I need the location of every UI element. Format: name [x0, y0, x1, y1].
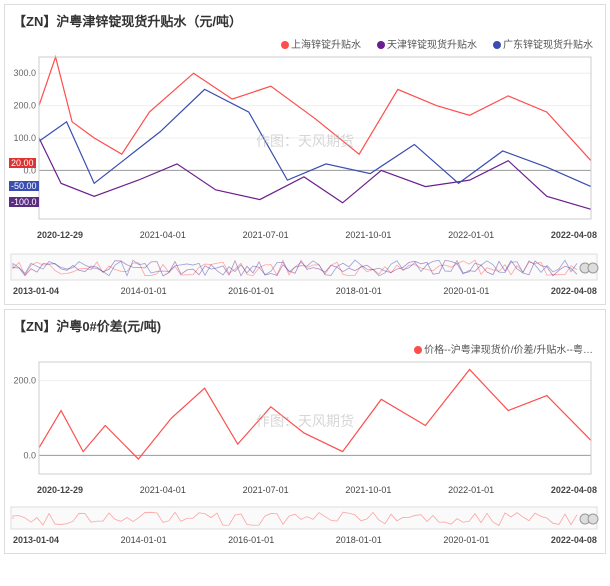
mini-chart [9, 252, 599, 284]
axis-label: 2022-04-08 [551, 485, 597, 495]
last-value-label: -50.00 [9, 181, 39, 191]
axis-label: 2013-01-04 [13, 286, 59, 296]
axis-label: 2022-04-08 [551, 535, 597, 545]
legend-dot [493, 41, 501, 49]
axis-label: 2021-10-01 [345, 230, 391, 240]
legend-item: 上海锌锭升贴水 [273, 40, 361, 51]
x-axis: 2020-12-29 2021-04-01 2021-07-01 2021-10-01… [9, 483, 601, 501]
axis-label: 2021-04-01 [140, 485, 186, 495]
axis-label: 2018-01-01 [336, 535, 382, 545]
mini-x-axis: 2013-01-04 2014-01-01 2016-01-01 2018-01-01… [9, 284, 601, 298]
axis-label: 2014-01-01 [121, 535, 167, 545]
panel-premium: 【ZN】沪粤津锌锭现货升贴水（元/吨） 上海锌锭升贴水天津锌锭现货升贴水广东锌锭… [4, 4, 606, 305]
legend-dot [377, 41, 385, 49]
chart-title: 【ZN】沪粤0#价差(元/吨) [9, 316, 601, 335]
main-chart: 作图：天风期货 0.0100.0200.0300.0 20.00-50.00-1… [9, 53, 601, 228]
last-value-label: -100.0 [9, 197, 39, 207]
axis-label: 2016-01-01 [228, 535, 274, 545]
axis-label: 2020-01-01 [443, 535, 489, 545]
axis-label: 2020-12-29 [37, 485, 83, 495]
last-value-label: 20.00 [9, 158, 36, 168]
svg-text:100.0: 100.0 [13, 133, 36, 143]
axis-label: 2020-12-29 [37, 230, 83, 240]
chart-title: 【ZN】沪粤津锌锭现货升贴水（元/吨） [9, 11, 601, 30]
main-chart: 作图：天风期货 0.0200.0 [9, 358, 601, 483]
svg-text:200.0: 200.0 [13, 376, 36, 386]
svg-text:300.0: 300.0 [13, 68, 36, 78]
legend-item: 广东锌锭现货升贴水 [485, 40, 593, 51]
legend-item: 价格--沪粤津现货价/价差/升贴水--粤… [406, 345, 593, 356]
chart-legend: 上海锌锭升贴水天津锌锭现货升贴水广东锌锭现货升贴水 [9, 36, 601, 51]
axis-label: 2020-01-01 [443, 286, 489, 296]
svg-text:200.0: 200.0 [13, 101, 36, 111]
chart-legend: 价格--沪粤津现货价/价差/升贴水--粤… [9, 341, 601, 356]
legend-item: 天津锌锭现货升贴水 [369, 40, 477, 51]
axis-label: 2018-01-01 [336, 286, 382, 296]
axis-label: 2014-01-01 [121, 286, 167, 296]
axis-label: 2022-04-08 [551, 286, 597, 296]
svg-text:0.0: 0.0 [23, 450, 36, 460]
axis-label: 2021-07-01 [243, 230, 289, 240]
mini-chart [9, 505, 599, 533]
axis-label: 2021-07-01 [243, 485, 289, 495]
mini-x-axis: 2013-01-04 2014-01-01 2016-01-01 2018-01-01… [9, 533, 601, 547]
legend-dot [414, 346, 422, 354]
x-axis: 2020-12-29 2021-04-01 2021-07-01 2021-10-01… [9, 228, 601, 246]
panel-spread: 【ZN】沪粤0#价差(元/吨) 价格--沪粤津现货价/价差/升贴水--粤… 作图… [4, 309, 606, 554]
chart-svg: 0.0100.0200.0300.0 [9, 53, 599, 223]
axis-label: 2022-04-08 [551, 230, 597, 240]
axis-label: 2013-01-04 [13, 535, 59, 545]
chart-svg: 0.0 200.0 [9, 358, 599, 478]
axis-label: 2022-01-01 [448, 485, 494, 495]
axis-label: 2022-01-01 [448, 230, 494, 240]
axis-label: 2021-10-01 [345, 485, 391, 495]
axis-label: 2016-01-01 [228, 286, 274, 296]
legend-dot [281, 41, 289, 49]
axis-label: 2021-04-01 [140, 230, 186, 240]
